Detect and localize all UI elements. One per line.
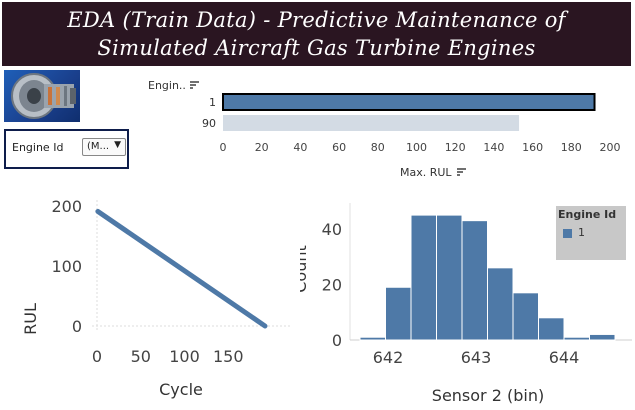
histogram-bar[interactable] (461, 220, 488, 341)
histogram-bar[interactable] (538, 317, 565, 341)
y-axis-title: RUL (21, 303, 40, 335)
y-tick-label: 20 (322, 275, 342, 294)
histogram-bar[interactable] (385, 286, 412, 341)
rul-vs-cycle-line-chart: 200 100 00 50 100 150 RUL Cycle (21, 197, 290, 399)
dashboard-title-banner: EDA (Train Data) - Predictive Maintenanc… (2, 2, 631, 66)
x-tick-label: 100 (169, 347, 200, 366)
engine-id-legend: Engine Id 1 (556, 206, 626, 260)
x-tick-label: 0 (220, 141, 227, 154)
x-tick-label: 120 (445, 141, 466, 154)
x-tick-label: 100 (406, 141, 427, 154)
x-tick-label: 20 (255, 141, 269, 154)
y-tick-label: 0 (72, 317, 82, 336)
bar-mark[interactable] (222, 93, 596, 111)
histogram-bar[interactable] (563, 336, 590, 341)
x-tick-label: 180 (561, 141, 582, 154)
legend-title: Engine Id (558, 208, 617, 221)
x-tick-label: 200 (600, 141, 621, 154)
bar-mark[interactable] (223, 115, 520, 131)
legend-item-label: 1 (578, 226, 585, 239)
sensor-2-histogram: 40 20 0 642 643 644 Count Sensor 2 (bin) (300, 203, 632, 405)
histogram-bar[interactable] (410, 214, 437, 341)
legend-swatch[interactable] (563, 229, 572, 238)
histogram-bar[interactable] (487, 267, 514, 341)
x-axis-title: Cycle (159, 380, 203, 399)
x-axis-title: Sensor 2 (bin) (432, 386, 544, 405)
x-tick-label: 80 (371, 141, 385, 154)
x-axis-title: Max. RUL (400, 166, 452, 179)
row-label: 90 (202, 117, 216, 130)
y-tick-label: 100 (51, 257, 82, 276)
x-tick-label: 140 (483, 141, 504, 154)
histogram-bar[interactable] (359, 336, 386, 341)
x-tick-label: 40 (293, 141, 307, 154)
x-tick-label: 0 (92, 347, 102, 366)
dashboard-title-line-1: EDA (Train Data) - Predictive Maintenanc… (67, 8, 566, 32)
histogram-bar[interactable] (589, 333, 616, 341)
x-tick-label: 60 (332, 141, 346, 154)
y-tick-label: 40 (322, 220, 342, 239)
x-tick-label: 643 (461, 348, 492, 367)
max-rul-bar-chart: Engin.. 190 0 20 40 60 80 100 120 140 160 180 200 … (148, 79, 621, 179)
rul-series-line[interactable] (95, 208, 268, 329)
x-tick-label: 150 (213, 347, 244, 366)
y-tick-label: 200 (51, 197, 82, 216)
turbine-engine-image (4, 70, 80, 122)
row-label: 1 (209, 96, 216, 109)
y-axis-title: Count (300, 245, 310, 293)
engine-id-dropdown[interactable]: (M... ▼ (82, 138, 126, 156)
sort-icon[interactable] (457, 168, 466, 176)
x-tick-label: 160 (522, 141, 543, 154)
engine-id-dropdown-value: (M... (87, 141, 110, 152)
engine-id-filter: Engine Id (M... ▼ (4, 129, 129, 169)
histogram-bar[interactable] (512, 292, 539, 341)
histogram-bar[interactable] (436, 214, 463, 341)
engine-id-filter-label: Engine Id (12, 141, 64, 154)
x-tick-label: 642 (373, 348, 404, 367)
chevron-down-icon: ▼ (114, 140, 121, 150)
x-tick-label: 644 (549, 348, 580, 367)
x-tick-label: 50 (131, 347, 151, 366)
dashboard-title-line-2: Simulated Aircraft Gas Turbine Engines (97, 36, 536, 60)
y-tick-label: 0 (332, 331, 342, 350)
row-header-label: Engin.. (148, 79, 186, 92)
sort-icon[interactable] (190, 81, 199, 89)
